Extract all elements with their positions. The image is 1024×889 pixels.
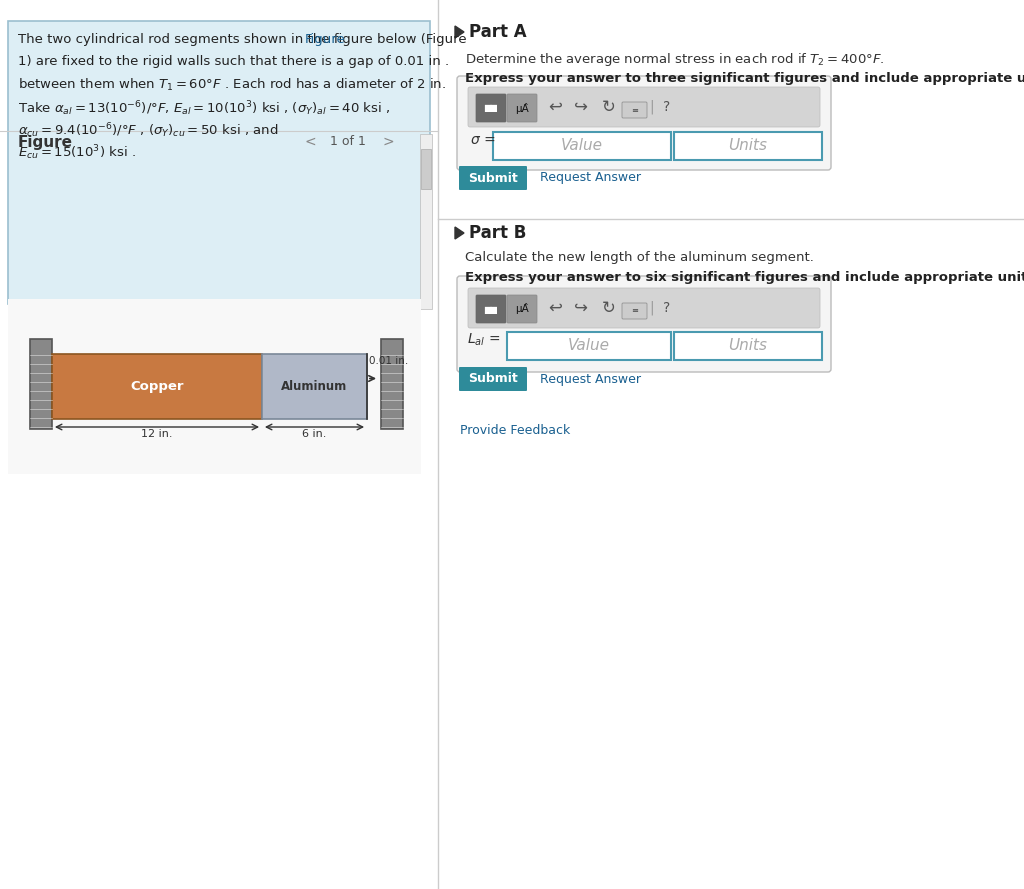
Text: 6 in.: 6 in. — [302, 429, 327, 439]
Text: ↩: ↩ — [548, 299, 562, 317]
FancyBboxPatch shape — [622, 303, 647, 319]
Text: $L_{al}$ =: $L_{al}$ = — [467, 332, 501, 348]
Text: ≡: ≡ — [632, 307, 639, 316]
Text: ▇▇: ▇▇ — [484, 305, 498, 314]
Text: Take $\alpha_{al} = 13(10^{-6})/°F$, $E_{al} = 10(10^3)$ ksi , $(\sigma_Y)_{al} : Take $\alpha_{al} = 13(10^{-6})/°F$, $E_… — [18, 99, 390, 117]
FancyBboxPatch shape — [622, 102, 647, 118]
Text: Units: Units — [728, 139, 768, 154]
Text: <: < — [304, 135, 315, 149]
Bar — [30, 339, 52, 429]
Bar — [52, 354, 262, 419]
FancyBboxPatch shape — [493, 132, 671, 160]
Text: Calculate the new length of the aluminum segment.: Calculate the new length of the aluminum… — [465, 251, 814, 264]
Bar — [262, 354, 367, 419]
Text: between them when $T_1 = 60°F$ . Each rod has a diameter of 2 in.: between them when $T_1 = 60°F$ . Each ro… — [18, 77, 446, 93]
FancyBboxPatch shape — [457, 76, 831, 170]
Text: μÂ: μÂ — [515, 102, 528, 114]
Text: |: | — [649, 100, 654, 115]
Polygon shape — [455, 26, 464, 38]
FancyBboxPatch shape — [468, 87, 820, 127]
Polygon shape — [455, 227, 464, 239]
FancyBboxPatch shape — [507, 332, 671, 360]
Text: ↻: ↻ — [602, 98, 616, 116]
Bar — [8, 299, 421, 474]
Text: Value: Value — [561, 139, 603, 154]
Text: Part A: Part A — [469, 23, 526, 41]
FancyBboxPatch shape — [674, 332, 822, 360]
Text: ≡: ≡ — [632, 106, 639, 115]
Text: Units: Units — [728, 339, 768, 354]
Text: Submit: Submit — [468, 172, 518, 185]
Text: σ =: σ = — [471, 133, 496, 147]
Bar — [420, 134, 432, 309]
Text: 1 of 1: 1 of 1 — [330, 135, 366, 148]
Text: |: | — [649, 300, 654, 316]
Text: $\alpha_{cu} = 9.4(10^{-6})/°F$ , $(\sigma_Y)_{cu} = 50$ ksi , and: $\alpha_{cu} = 9.4(10^{-6})/°F$ , $(\sig… — [18, 121, 279, 140]
FancyBboxPatch shape — [8, 21, 430, 304]
Text: ↪: ↪ — [574, 98, 588, 116]
Text: $E_{cu} = 15(10^3)$ ksi .: $E_{cu} = 15(10^3)$ ksi . — [18, 143, 136, 162]
Text: ↩: ↩ — [548, 98, 562, 116]
FancyBboxPatch shape — [507, 94, 537, 122]
Text: Value: Value — [568, 339, 610, 354]
FancyBboxPatch shape — [457, 276, 831, 372]
FancyBboxPatch shape — [476, 295, 506, 323]
Text: Figure: Figure — [305, 33, 346, 46]
Text: ?: ? — [664, 100, 671, 114]
Text: 1) are fixed to the rigid walls such that there is a gap of 0.01 in .: 1) are fixed to the rigid walls such tha… — [18, 55, 450, 68]
Text: Part B: Part B — [469, 224, 526, 242]
Text: 0.01 in.: 0.01 in. — [369, 356, 409, 366]
FancyBboxPatch shape — [507, 295, 537, 323]
Text: Request Answer: Request Answer — [540, 172, 641, 185]
Text: Copper: Copper — [130, 380, 183, 393]
Bar — [421, 149, 431, 189]
Text: Determine the average normal stress in each rod if $T_2 = 400°F$.: Determine the average normal stress in e… — [465, 51, 885, 68]
FancyBboxPatch shape — [459, 166, 527, 190]
FancyBboxPatch shape — [468, 288, 820, 328]
Text: Figure: Figure — [18, 135, 73, 150]
Text: ↻: ↻ — [602, 299, 616, 317]
FancyBboxPatch shape — [674, 132, 822, 160]
Bar — [381, 339, 403, 429]
Text: μÂ: μÂ — [515, 303, 528, 315]
Text: >: > — [382, 135, 394, 149]
Text: Submit: Submit — [468, 372, 518, 386]
Text: ▇▇: ▇▇ — [484, 103, 498, 113]
Text: ?: ? — [664, 301, 671, 315]
FancyBboxPatch shape — [476, 94, 506, 122]
Text: The two cylindrical rod segments shown in the figure below (Figure: The two cylindrical rod segments shown i… — [18, 33, 467, 46]
Text: Aluminum: Aluminum — [282, 380, 347, 393]
FancyBboxPatch shape — [459, 367, 527, 391]
Text: Provide Feedback: Provide Feedback — [460, 425, 570, 437]
Text: 12 in.: 12 in. — [141, 429, 173, 439]
Text: Request Answer: Request Answer — [540, 372, 641, 386]
Text: ↪: ↪ — [574, 299, 588, 317]
Text: Express your answer to three significant figures and include appropriate units.: Express your answer to three significant… — [465, 72, 1024, 85]
Text: Express your answer to six significant figures and include appropriate units.: Express your answer to six significant f… — [465, 271, 1024, 284]
